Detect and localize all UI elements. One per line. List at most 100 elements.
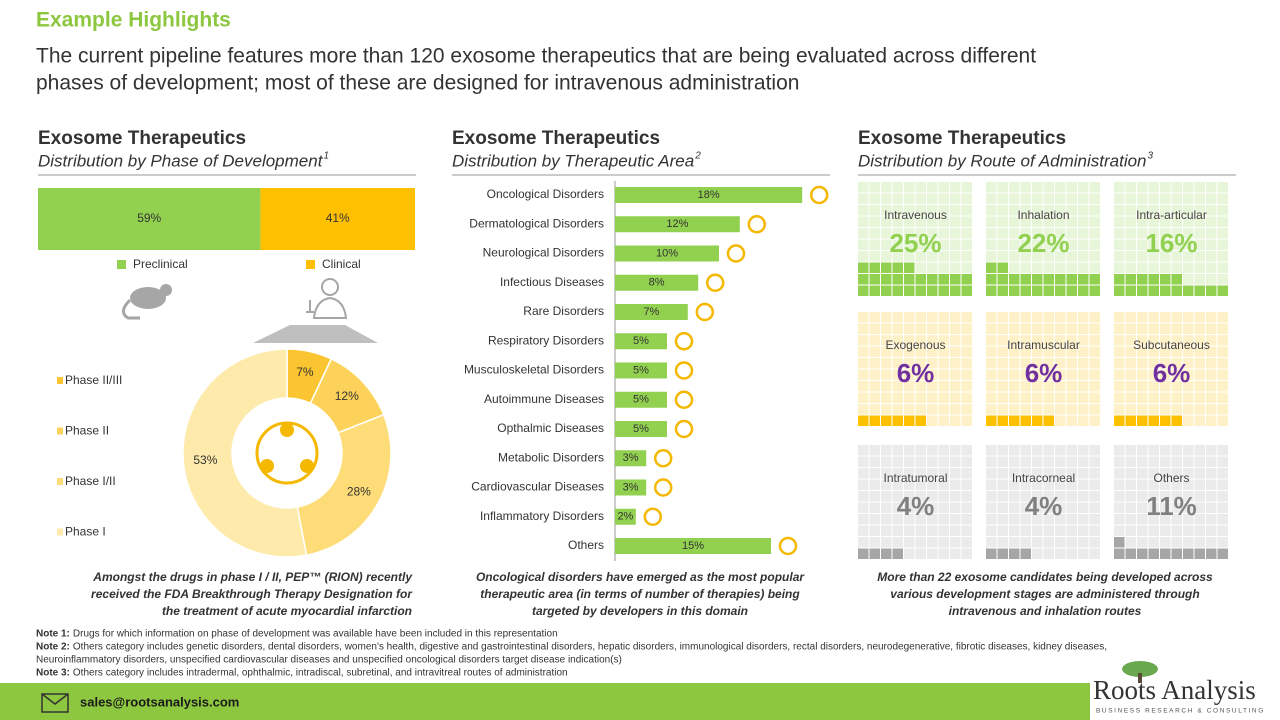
waffle-cell — [1066, 404, 1077, 415]
waffle-cell — [915, 323, 926, 334]
waffle-cell — [1171, 514, 1182, 525]
waffle-cell — [1032, 392, 1043, 403]
waffle-cell — [961, 548, 972, 559]
page-title: Example Highlights — [36, 9, 231, 32]
waffle-cell — [1171, 537, 1182, 548]
waffle-cell — [1125, 514, 1136, 525]
footer-email[interactable]: sales@rootsanalysis.com — [80, 694, 239, 709]
waffle-cell — [1160, 335, 1171, 346]
waffle-cell — [881, 468, 892, 479]
waffle-cell — [1194, 537, 1205, 548]
waffle-cell — [1217, 468, 1228, 479]
waffle-cell — [1043, 445, 1054, 456]
waffle-cell — [1125, 205, 1136, 216]
waffle-cell — [915, 228, 926, 239]
waffle-cell — [1032, 312, 1043, 323]
waffle-cell — [1171, 491, 1182, 502]
waffle-cell — [1137, 216, 1148, 227]
rat-icon — [122, 284, 172, 320]
waffle-cell — [1217, 205, 1228, 216]
waffle-cell — [938, 182, 949, 193]
waffle-cell — [938, 358, 949, 369]
waffle-cell — [961, 502, 972, 513]
waffle-cell — [881, 502, 892, 513]
waffle-cell — [1183, 479, 1194, 490]
waffle-cell — [858, 239, 869, 250]
waffle-cell — [1020, 182, 1031, 193]
waffle-cell — [1183, 274, 1194, 285]
waffle-cell — [1148, 514, 1159, 525]
bar — [615, 333, 667, 350]
waffle-cell — [986, 369, 997, 380]
waffle-cell — [904, 251, 915, 262]
waffle-cell — [858, 358, 869, 369]
waffle-cell — [881, 335, 892, 346]
waffle-cell — [1148, 228, 1159, 239]
waffle-background — [858, 445, 972, 559]
waffle-cell — [1125, 239, 1136, 250]
waffle-cell — [1183, 381, 1194, 392]
waffle-cell — [1009, 228, 1020, 239]
waffle-cell — [881, 182, 892, 193]
waffle-cell — [927, 468, 938, 479]
data-label: 3% — [623, 481, 639, 493]
waffle-cell — [1137, 479, 1148, 490]
waffle-cell — [1114, 205, 1125, 216]
waffle-cell — [1032, 479, 1043, 490]
waffle-cell — [1148, 491, 1159, 502]
waffle-cell — [950, 262, 961, 273]
waffle-cell — [892, 182, 903, 193]
waffle-cell — [1160, 262, 1171, 273]
waffle-background — [986, 182, 1100, 273]
waffle-cell — [1217, 502, 1228, 513]
waffle-cell — [927, 445, 938, 456]
waffle-cell — [892, 525, 903, 536]
waffle-cell — [1055, 514, 1066, 525]
waffle-cell — [938, 456, 949, 467]
footer-bar — [0, 683, 1090, 720]
waffle-cell — [1089, 381, 1100, 392]
waffle-cell — [1020, 262, 1031, 273]
waffle-cell — [1183, 285, 1194, 296]
waffle-cell — [1032, 205, 1043, 216]
waffle-cell — [1160, 479, 1171, 490]
waffle-cell — [938, 335, 949, 346]
waffle-cell — [1206, 262, 1217, 273]
category-label: Oncological Disorders — [487, 187, 604, 201]
legend-label: Phase II — [65, 424, 109, 438]
waffle-cell — [858, 514, 869, 525]
route-value: 4% — [897, 491, 935, 521]
waffle-cell — [881, 514, 892, 525]
waffle-cell — [1171, 323, 1182, 334]
waffle-cell — [1055, 358, 1066, 369]
waffle-cell — [1194, 392, 1205, 403]
waffle-cell — [869, 445, 880, 456]
area-icon — [674, 419, 694, 439]
waffle-cell — [858, 369, 869, 380]
waffle-cell — [881, 205, 892, 216]
waffle-cell — [1217, 251, 1228, 262]
waffle-cell — [1055, 381, 1066, 392]
waffle-cell — [938, 445, 949, 456]
waffle-cell — [1055, 456, 1066, 467]
waffle-cell — [986, 525, 997, 536]
waffle-cell — [1125, 285, 1136, 296]
waffle-cell — [881, 312, 892, 323]
waffle-cell — [1009, 193, 1020, 204]
waffle-cell — [881, 274, 892, 285]
waffle-cell — [904, 285, 915, 296]
waffle-cell — [950, 323, 961, 334]
data-label: 18% — [698, 189, 720, 201]
waffle-cell — [961, 491, 972, 502]
waffle-cell — [904, 514, 915, 525]
waffle-cell — [986, 182, 997, 193]
waffle-cell — [950, 525, 961, 536]
waffle-cell — [1194, 346, 1205, 357]
waffle-cell — [1078, 205, 1089, 216]
waffle-cell — [997, 404, 1008, 415]
waffle-cell — [1194, 548, 1205, 559]
waffle-cell — [1089, 415, 1100, 426]
note-ref: 2 — [694, 151, 701, 162]
caption: Oncological disorders have emerged as th… — [476, 570, 805, 584]
waffle-cell — [1217, 415, 1228, 426]
